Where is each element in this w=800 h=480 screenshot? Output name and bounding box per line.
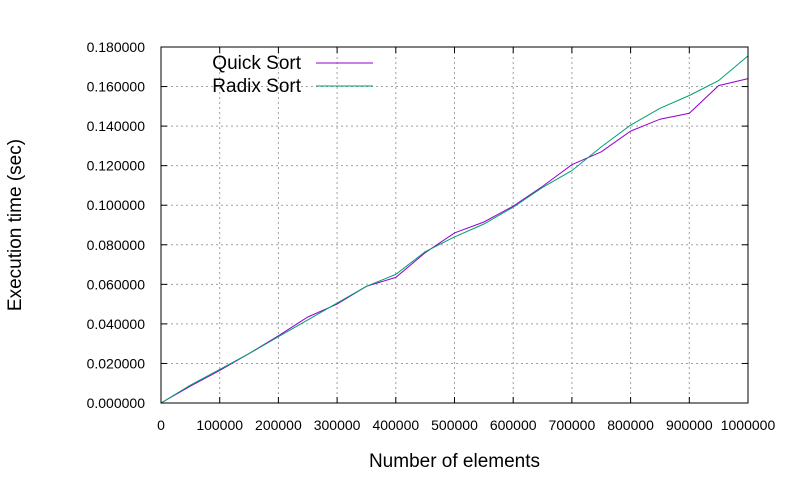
- y-tick-label: 0.040000: [87, 316, 146, 332]
- x-tick-label: 400000: [372, 417, 419, 433]
- legend-label-quick-sort: Quick Sort: [212, 53, 301, 74]
- x-tick-label: 200000: [255, 417, 302, 433]
- y-tick-label: 0.080000: [87, 237, 146, 253]
- x-tick-label: 1000000: [721, 417, 776, 433]
- y-tick-label: 0.060000: [87, 276, 146, 292]
- y-axis-label: Execution time (sec): [5, 139, 26, 311]
- series-layer: [160, 55, 749, 404]
- y-tick-label: 0.140000: [87, 118, 146, 134]
- y-tick-label: 0.120000: [87, 158, 146, 174]
- y-tick-label: 0.180000: [87, 39, 146, 55]
- x-tick-label: 600000: [490, 417, 537, 433]
- x-tick-label: 900000: [666, 417, 713, 433]
- x-axis-label: Number of elements: [369, 451, 540, 472]
- x-tick-label: 800000: [607, 417, 654, 433]
- y-tick-label: 0.000000: [87, 395, 146, 411]
- x-tick-label: 500000: [431, 417, 478, 433]
- y-tick-label: 0.020000: [87, 355, 146, 371]
- grid: [161, 47, 748, 403]
- plot-frame: [160, 46, 749, 404]
- y-tick-label: 0.160000: [87, 79, 146, 95]
- series-line-radix-sort: [160, 55, 749, 404]
- x-tick-label: 100000: [196, 417, 243, 433]
- x-tick-label: 300000: [314, 417, 361, 433]
- x-tick-label: 700000: [549, 417, 596, 433]
- y-tick-label: 0.100000: [87, 197, 146, 213]
- legend-label-radix-sort: Radix Sort: [212, 76, 301, 97]
- axis-ticks: 0 100000 200000 300000 400000 500000 600000 700…: [87, 39, 776, 433]
- x-tick-label: 0: [157, 417, 165, 433]
